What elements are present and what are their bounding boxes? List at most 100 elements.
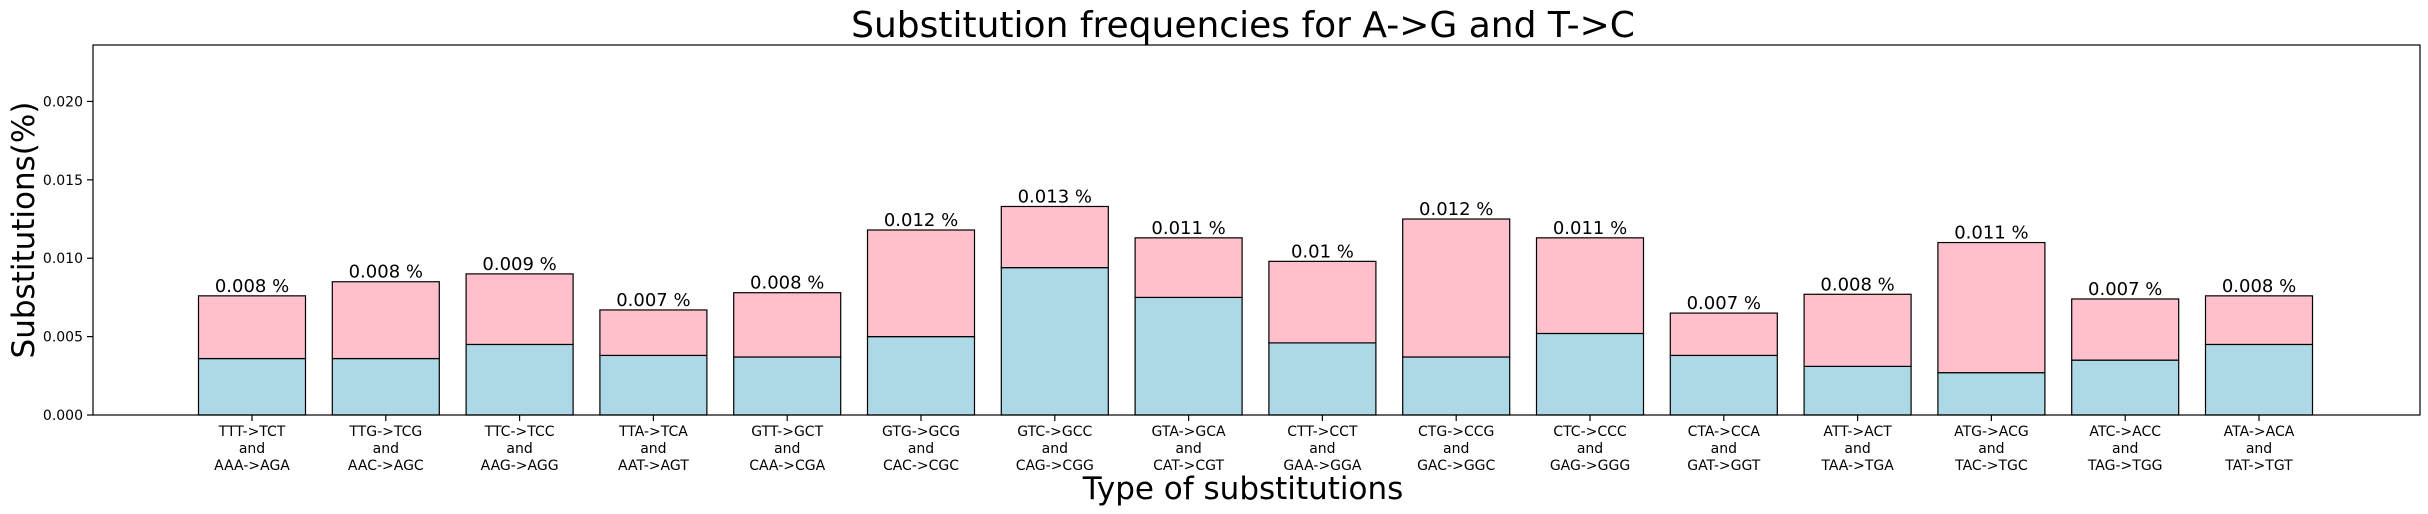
bar-segment-bottom	[733, 356, 842, 416]
x-tick-label: and	[1978, 441, 2004, 457]
bar-segment-top	[2204, 295, 2314, 346]
bar-segment-bottom	[2204, 343, 2314, 416]
bar-segment-bottom	[1937, 372, 2046, 416]
bar-segment-bottom	[599, 354, 708, 416]
x-tick-label: CTA->CCA	[1688, 424, 1761, 440]
bar-segment-top	[1937, 241, 2046, 374]
x-tick-label: TAA->TGA	[1820, 458, 1894, 474]
bar-value-label: 0.009 %	[482, 254, 556, 275]
x-tick-label: and	[2246, 441, 2272, 457]
y-tick-label: 0.020	[43, 94, 83, 110]
bar-segment-top	[1803, 293, 1912, 367]
bar-value-label: 0.011 %	[1553, 218, 1627, 239]
bar-segment-top	[733, 292, 842, 358]
x-tick-label: and	[1577, 441, 1603, 457]
x-tick-label: TAT->TGT	[2224, 458, 2293, 474]
x-tick-label: CAG->CGG	[1016, 458, 1094, 474]
x-tick-label: and	[1175, 441, 1201, 457]
x-tick-label: GTT->GCT	[751, 424, 823, 440]
x-tick-label: AAG->AGG	[481, 458, 559, 474]
bar-value-label: 0.013 %	[1018, 186, 1092, 207]
x-tick-label: TTT->TCT	[218, 424, 286, 440]
bar-value-label: 0.008 %	[750, 273, 824, 294]
x-tick-label: and	[1309, 441, 1335, 457]
x-tick-label: and	[506, 441, 532, 457]
bar-segment-bottom	[1669, 354, 1778, 416]
x-axis-label: Type of substitutions	[1082, 471, 1404, 507]
x-tick-label: AAT->AGT	[618, 458, 689, 474]
bar-segment-top	[866, 229, 976, 338]
x-tick-label: and	[640, 441, 666, 457]
x-tick-label: CAA->CGA	[749, 458, 825, 474]
bar-segment-top	[1402, 218, 1511, 358]
x-tick-label: CAT->CGT	[1153, 458, 1224, 474]
x-tick-label: TTA->TCA	[618, 424, 688, 440]
chart-title: Substitution frequencies for A->G and T-…	[851, 5, 1635, 46]
bar-value-label: 0.008 %	[215, 276, 289, 297]
x-tick-label: AAC->AGC	[348, 458, 424, 474]
bar-value-label: 0.008 %	[2222, 276, 2296, 297]
bar-value-label: 0.008 %	[1820, 274, 1894, 295]
x-tick-label: and	[1844, 441, 1870, 457]
bar-segment-top	[1535, 237, 1645, 335]
x-tick-label: GAG->GGG	[1550, 458, 1630, 474]
bar-value-label: 0.011 %	[1954, 223, 2028, 244]
x-tick-label: TAG->TGG	[2087, 458, 2163, 474]
x-tick-label: ATA->ACA	[2224, 424, 2295, 440]
bar-segment-top	[2071, 298, 2180, 361]
bar-segment-top	[1268, 260, 1377, 344]
y-axis: 0.000 0.005 0.010 0.015 0.020	[43, 94, 93, 424]
bar-segment-bottom	[465, 343, 574, 416]
x-tick-label: CTG->CCG	[1418, 424, 1494, 440]
bar-segment-bottom	[197, 357, 307, 416]
plot-area: 0.008 % 0.008 % 0.009 % 0.007 % 0.008 % 0.012…	[197, 186, 2314, 416]
x-tick-label: ATC->ACC	[2089, 424, 2161, 440]
bar-value-label: 0.007 %	[2088, 279, 2162, 300]
y-tick-label: 0.010	[43, 251, 83, 267]
x-tick-label: and	[2112, 441, 2138, 457]
bar-value-label: 0.011 %	[1151, 218, 1225, 239]
bar-segment-bottom	[1268, 342, 1377, 416]
bar-segment-top	[1669, 312, 1778, 357]
y-tick-label: 0.000	[43, 408, 83, 424]
x-tick-label: AAA->AGA	[214, 458, 290, 474]
bar-segment-bottom	[866, 336, 976, 416]
x-tick-label: and	[908, 441, 934, 457]
x-tick-label: and	[774, 441, 800, 457]
x-tick-label: GTG->GCG	[882, 424, 960, 440]
bar-value-label: 0.007 %	[1687, 293, 1761, 314]
x-tick-label: and	[239, 441, 265, 457]
x-axis: TTT->TCTandAAA->AGATTG->TCGandAAC->AGCTT…	[214, 415, 2295, 474]
x-tick-label: GAT->GGT	[1687, 458, 1761, 474]
x-tick-label: TTC->TCC	[484, 424, 555, 440]
x-tick-label: and	[373, 441, 399, 457]
bar-segment-top	[1000, 205, 1109, 269]
x-tick-label: ATT->ACT	[1823, 424, 1892, 440]
bar-segment-top	[465, 273, 574, 346]
bar-segment-top	[599, 309, 708, 357]
x-tick-label: GAC->GGC	[1417, 458, 1495, 474]
bar-segment-top	[197, 295, 307, 360]
x-tick-label: GAA->GGA	[1283, 458, 1362, 474]
x-tick-label: CAC->CGC	[883, 458, 959, 474]
x-tick-label: TTG->TCG	[348, 424, 422, 440]
y-tick-label: 0.015	[43, 173, 83, 189]
bar-segment-top	[331, 281, 440, 360]
bar-value-label: 0.007 %	[616, 290, 690, 311]
bar-value-label: 0.008 %	[349, 262, 423, 283]
x-tick-label: CTC->CCC	[1553, 424, 1627, 440]
bar-segment-top	[1134, 237, 1243, 299]
x-tick-label: GTA->GCA	[1152, 424, 1226, 440]
bar-segment-bottom	[1000, 267, 1109, 416]
plot-frame	[92, 44, 2421, 416]
bar-value-label: 0.01 %	[1291, 241, 1354, 262]
bar-segment-bottom	[1803, 365, 1912, 416]
bar-value-label: 0.012 %	[1419, 199, 1493, 220]
x-tick-label: GTC->GCC	[1017, 424, 1092, 440]
x-tick-label: and	[1711, 441, 1737, 457]
x-tick-label: and	[1443, 441, 1469, 457]
x-tick-label: CTT->CCT	[1287, 424, 1358, 440]
x-tick-label: ATG->ACG	[1954, 424, 2029, 440]
